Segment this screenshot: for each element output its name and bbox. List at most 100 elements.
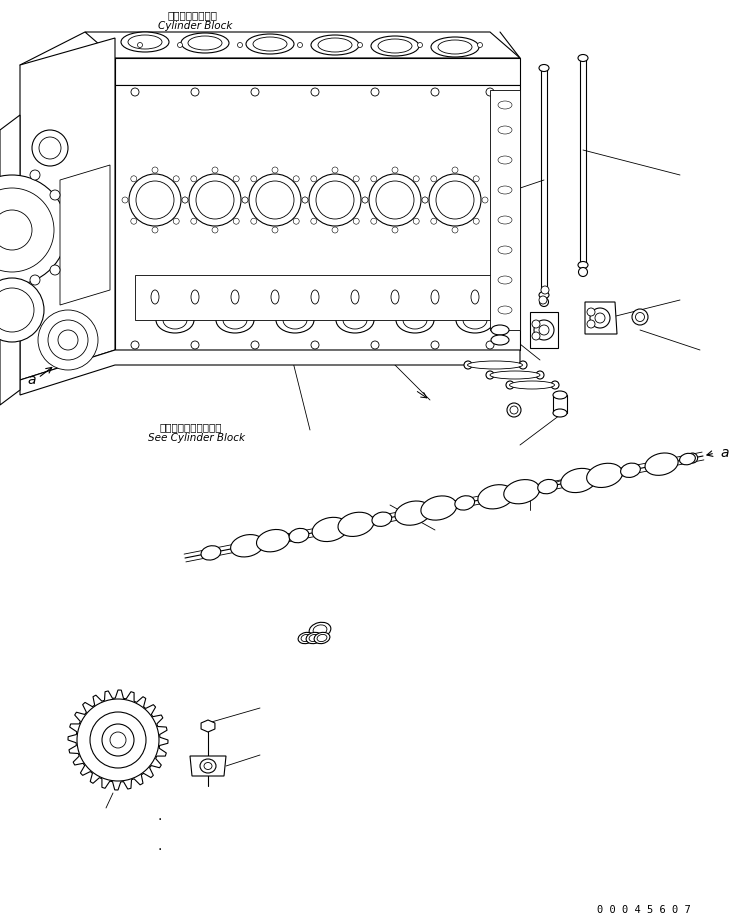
Circle shape bbox=[191, 218, 197, 224]
Ellipse shape bbox=[539, 292, 549, 298]
Circle shape bbox=[242, 197, 248, 203]
Circle shape bbox=[431, 218, 437, 224]
Polygon shape bbox=[201, 720, 215, 732]
Ellipse shape bbox=[421, 495, 457, 520]
Circle shape bbox=[30, 170, 40, 180]
Circle shape bbox=[541, 286, 549, 294]
Ellipse shape bbox=[343, 311, 367, 329]
Circle shape bbox=[688, 453, 697, 463]
Ellipse shape bbox=[456, 307, 494, 333]
Ellipse shape bbox=[504, 480, 539, 504]
Circle shape bbox=[137, 42, 142, 48]
Circle shape bbox=[233, 218, 239, 224]
Bar bbox=[135, 275, 505, 320]
Circle shape bbox=[251, 341, 259, 349]
Ellipse shape bbox=[313, 624, 327, 635]
Ellipse shape bbox=[372, 512, 392, 527]
Circle shape bbox=[551, 381, 559, 389]
Ellipse shape bbox=[498, 276, 512, 284]
Text: Cylinder Block: Cylinder Block bbox=[158, 21, 232, 31]
Circle shape bbox=[251, 88, 259, 96]
Circle shape bbox=[191, 176, 197, 181]
Ellipse shape bbox=[498, 246, 512, 254]
Ellipse shape bbox=[395, 501, 431, 525]
Ellipse shape bbox=[318, 38, 352, 52]
Circle shape bbox=[587, 320, 595, 328]
Circle shape bbox=[590, 308, 610, 328]
Circle shape bbox=[371, 176, 377, 181]
Polygon shape bbox=[20, 350, 520, 395]
Text: 0 0 0 4 5 6 0 7: 0 0 0 4 5 6 0 7 bbox=[597, 905, 691, 915]
Ellipse shape bbox=[498, 156, 512, 164]
Circle shape bbox=[32, 130, 68, 166]
Bar bbox=[490, 90, 520, 330]
Circle shape bbox=[418, 42, 422, 48]
Ellipse shape bbox=[191, 290, 199, 304]
Ellipse shape bbox=[311, 290, 319, 304]
Circle shape bbox=[311, 341, 319, 349]
Ellipse shape bbox=[438, 40, 472, 54]
Circle shape bbox=[212, 227, 218, 233]
Circle shape bbox=[173, 176, 180, 181]
Circle shape bbox=[39, 137, 61, 159]
Circle shape bbox=[131, 341, 139, 349]
Circle shape bbox=[58, 330, 78, 350]
Ellipse shape bbox=[306, 633, 322, 644]
Circle shape bbox=[272, 167, 278, 173]
Ellipse shape bbox=[491, 335, 509, 345]
Circle shape bbox=[131, 88, 139, 96]
Ellipse shape bbox=[201, 546, 221, 560]
Ellipse shape bbox=[463, 311, 487, 329]
Circle shape bbox=[392, 167, 398, 173]
Polygon shape bbox=[85, 32, 520, 58]
Circle shape bbox=[0, 188, 54, 272]
Circle shape bbox=[532, 320, 540, 328]
Circle shape bbox=[177, 42, 183, 48]
Circle shape bbox=[579, 267, 588, 276]
Circle shape bbox=[473, 176, 479, 181]
Circle shape bbox=[131, 176, 137, 181]
Ellipse shape bbox=[231, 534, 263, 557]
Circle shape bbox=[371, 218, 377, 224]
Circle shape bbox=[212, 167, 218, 173]
Circle shape bbox=[452, 227, 458, 233]
Text: See Cylinder Block: See Cylinder Block bbox=[148, 433, 245, 443]
Ellipse shape bbox=[196, 181, 234, 219]
Ellipse shape bbox=[632, 309, 648, 325]
Ellipse shape bbox=[498, 306, 512, 314]
Ellipse shape bbox=[216, 307, 254, 333]
Ellipse shape bbox=[478, 484, 513, 509]
Ellipse shape bbox=[403, 311, 427, 329]
Ellipse shape bbox=[455, 495, 475, 510]
Ellipse shape bbox=[336, 307, 374, 333]
Ellipse shape bbox=[436, 181, 474, 219]
Circle shape bbox=[0, 288, 34, 332]
Circle shape bbox=[473, 218, 479, 224]
Ellipse shape bbox=[553, 409, 567, 417]
Circle shape bbox=[233, 176, 239, 181]
Ellipse shape bbox=[498, 101, 512, 109]
Circle shape bbox=[332, 167, 338, 173]
Circle shape bbox=[362, 197, 368, 203]
Circle shape bbox=[311, 218, 317, 224]
Text: a: a bbox=[720, 446, 729, 460]
Polygon shape bbox=[585, 302, 617, 334]
Circle shape bbox=[90, 712, 146, 768]
Circle shape bbox=[152, 227, 158, 233]
Ellipse shape bbox=[128, 35, 162, 49]
Circle shape bbox=[422, 197, 428, 203]
Circle shape bbox=[539, 325, 549, 335]
Ellipse shape bbox=[309, 623, 331, 637]
Circle shape bbox=[353, 218, 359, 224]
Circle shape bbox=[486, 371, 494, 379]
Polygon shape bbox=[0, 115, 20, 405]
Ellipse shape bbox=[498, 126, 512, 134]
Ellipse shape bbox=[309, 174, 361, 226]
Ellipse shape bbox=[510, 381, 554, 389]
Circle shape bbox=[272, 227, 278, 233]
Circle shape bbox=[182, 197, 188, 203]
Ellipse shape bbox=[645, 453, 678, 475]
Ellipse shape bbox=[396, 307, 434, 333]
Ellipse shape bbox=[257, 530, 289, 552]
Circle shape bbox=[506, 381, 514, 389]
